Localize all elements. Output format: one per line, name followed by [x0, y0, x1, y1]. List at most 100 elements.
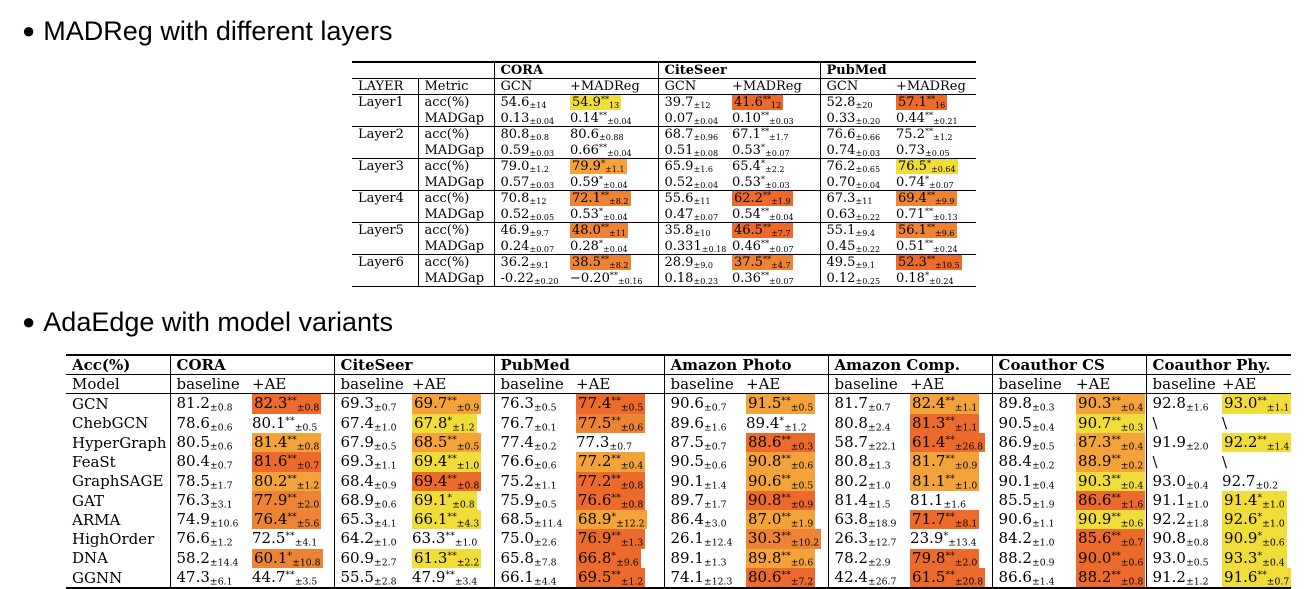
value: 77.4**±0.5 — [576, 394, 646, 414]
value-mean: 90.5 — [998, 413, 1032, 432]
column-header: baseline — [333, 373, 407, 394]
value: 90.8±0.8 — [1153, 529, 1209, 548]
value-std: ±0.04 — [607, 116, 632, 126]
value: 76.7±0.1 — [501, 414, 557, 433]
value-cell: 93.3*±0.4 — [1216, 548, 1291, 569]
value: 0.54**±0.04 — [732, 207, 794, 222]
value-std: ±1.6 — [693, 165, 713, 175]
value: 0.46**±0.07 — [732, 239, 794, 254]
value-std: ±22.1 — [867, 441, 897, 453]
value: 68.9*±12.2 — [576, 510, 647, 530]
value-mean: 0.70 — [826, 174, 856, 190]
value-mean: 80.5 — [176, 432, 210, 451]
value-mean: 90.6 — [998, 510, 1032, 529]
value-cell: 90.5±0.4 — [991, 413, 1071, 433]
column-header: GCN — [819, 78, 890, 95]
dataset-header: Coauthor CS — [991, 354, 1147, 375]
value-cell: 75.2**±1.2 — [890, 126, 977, 143]
value-mean: 61.4 — [912, 432, 946, 451]
value-cell: 63.8±18.9 — [827, 510, 905, 530]
value-cell: 0.51**±0.24 — [890, 239, 976, 255]
value-cell: 80.8±0.8 — [493, 126, 564, 143]
value: 82.3**±0.8 — [252, 394, 322, 414]
significance-mark: * — [760, 142, 765, 152]
value: 80.8±0.8 — [500, 127, 550, 143]
value-std: 12 — [771, 101, 782, 111]
value-cell: 80.8±2.4 — [827, 413, 905, 433]
value-std: ±1.3 — [620, 537, 644, 549]
value: 86.9±0.5 — [999, 433, 1055, 452]
value-std: ±1.7 — [769, 133, 789, 143]
value-mean: 52.8 — [826, 95, 856, 111]
value-std: ±0.18 — [701, 244, 726, 254]
value: 78.6±0.6 — [177, 414, 233, 433]
value-std: ±1.0 — [373, 421, 397, 433]
value: 77.2**±0.4 — [576, 452, 646, 472]
section-title: MADReg with different layers — [43, 16, 393, 46]
value-mean: 65.3 — [340, 510, 374, 529]
layer-label — [352, 143, 418, 159]
value-std: ±1.2 — [209, 537, 233, 549]
value-std: ±0.3 — [1031, 402, 1055, 414]
value-cell: 88.2±0.9 — [991, 548, 1071, 569]
value: 90.5±0.4 — [999, 414, 1055, 433]
value-std: ±1.4 — [1266, 441, 1290, 453]
value-std: ±0.6 — [1262, 537, 1285, 549]
value-mean: 88.2 — [1078, 568, 1112, 587]
value-mean: 86.4 — [670, 510, 704, 529]
value-std: ±0.23 — [693, 276, 719, 286]
value-cell: 93.0±0.4 — [1145, 471, 1217, 491]
value: 89.8**±0.6 — [746, 548, 816, 569]
value: 0.73±0.05 — [896, 143, 950, 158]
model-label: ChebGCN — [72, 414, 149, 433]
model-label: GGNN — [66, 568, 170, 589]
value-mean: 66.8 — [578, 548, 612, 567]
value: 0.74*±0.07 — [896, 175, 954, 190]
value: 89.7±1.7 — [671, 491, 727, 510]
value-cell: 90.6**±0.5 — [740, 471, 828, 491]
value: 80.1**±0.5 — [252, 414, 317, 433]
value-mean: 0.57 — [500, 174, 530, 190]
layer-label — [352, 175, 418, 191]
value: 42.4±26.7 — [835, 568, 897, 586]
value-std: ±1.0 — [867, 479, 891, 491]
value-std: ±18.9 — [867, 518, 897, 530]
value-std: ±0.9 — [790, 499, 814, 511]
value-mean: 80.8 — [500, 127, 530, 143]
value-std: ±1.0 — [373, 537, 397, 549]
value-std: ±0.9 — [456, 402, 480, 414]
value-cell: 80.1**±0.5 — [246, 414, 334, 433]
layer-label: Layer6 — [352, 254, 418, 271]
significance-mark: ** — [924, 127, 933, 137]
value: 90.6**±0.5 — [746, 471, 816, 491]
value-cell: 77.3±0.7 — [570, 433, 664, 452]
corner-label: Acc(%) — [66, 354, 170, 375]
dataset-header: PubMed — [493, 354, 665, 375]
value-mean: 72.1 — [572, 191, 601, 207]
value-std: ±1.2 — [1185, 576, 1209, 588]
table-row: GGNN 47.3±6.1 44.7**±3.5 55.5±2.8 47.9**±3.4… — [66, 568, 1292, 589]
value: 75.2±1.1 — [501, 472, 557, 491]
value-mean: 0.59 — [570, 174, 599, 190]
section-heading-adaedge: ● AdaEdge with model variants — [22, 307, 393, 339]
value-mean: 66.1 — [500, 568, 534, 587]
value-mean: 89.7 — [670, 490, 704, 509]
value-std: ±0.20 — [533, 276, 559, 286]
value-mean: 81.6 — [254, 452, 288, 471]
value-std: ±0.04 — [529, 116, 555, 126]
significance-mark: ** — [781, 395, 791, 407]
value-std: ±0.04 — [855, 180, 881, 190]
value-cell: 92.8±1.6 — [1145, 393, 1217, 414]
column-header: baseline — [663, 373, 741, 394]
value-mean: 38.5 — [572, 255, 601, 271]
value: 92.8±1.6 — [1153, 395, 1209, 414]
value-cell: \ — [1145, 452, 1217, 472]
value-mean: 93.0 — [1152, 548, 1186, 567]
empty-cell — [418, 61, 494, 79]
value-std: ±0.04 — [769, 212, 794, 222]
value-mean: 88.4 — [998, 452, 1032, 471]
significance-mark: ** — [1111, 492, 1121, 504]
value-cell: 58.7±22.1 — [827, 432, 905, 453]
value-cell: -0.22±0.20 — [493, 270, 564, 287]
significance-mark: ** — [611, 530, 621, 542]
